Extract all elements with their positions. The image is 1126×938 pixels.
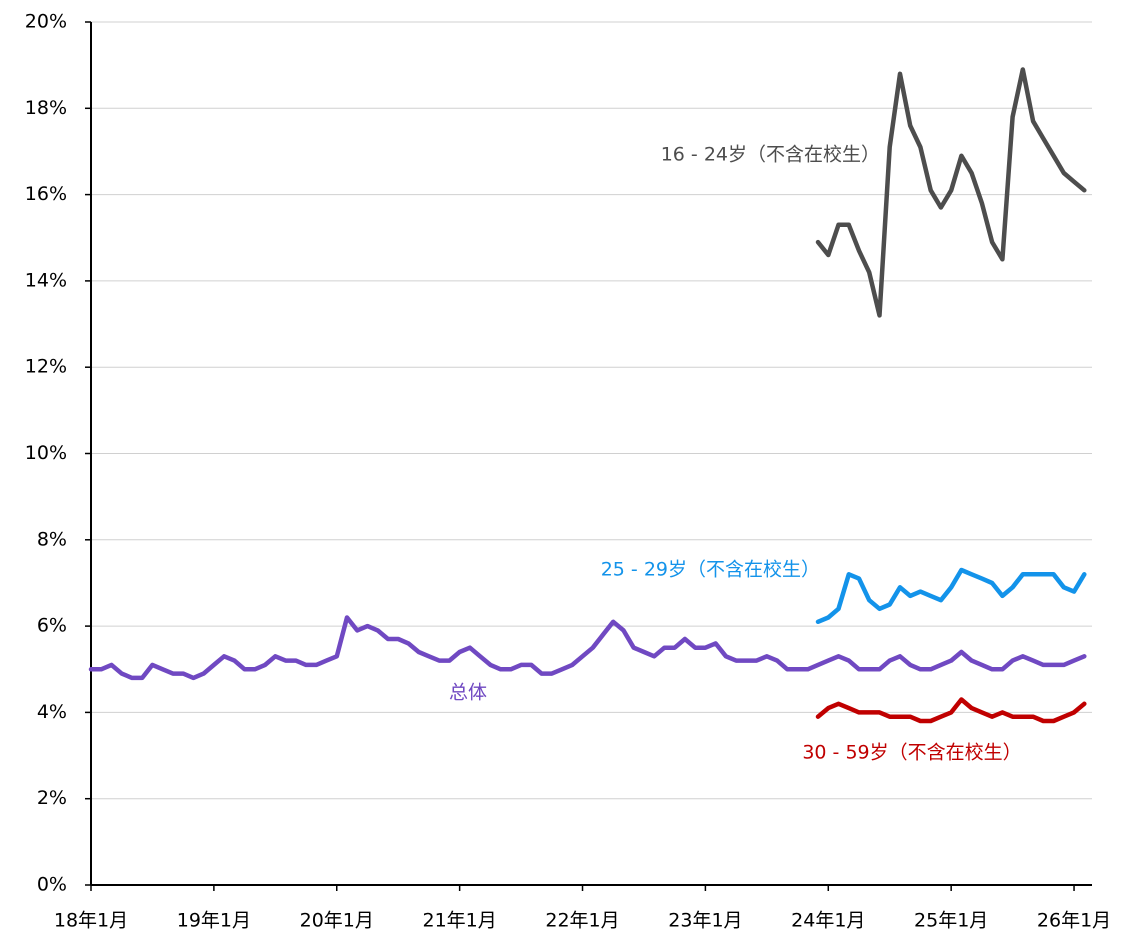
y-tick-label: 8% <box>37 528 67 550</box>
x-tick-label: 26年1月 <box>1037 910 1111 932</box>
x-tick-label: 24年1月 <box>791 910 865 932</box>
y-tick-label: 16% <box>25 183 67 205</box>
series-line <box>88 615 1087 681</box>
x-tick-label: 20年1月 <box>300 910 374 932</box>
series-line <box>815 567 1087 625</box>
y-tick-label: 20% <box>25 11 67 33</box>
y-tick-label: 10% <box>25 442 67 464</box>
y-tick-label: 2% <box>37 787 67 809</box>
series-label: 16 - 24岁（不含在校生） <box>661 144 880 166</box>
y-tick-label: 14% <box>25 269 67 291</box>
series-line <box>815 697 1087 724</box>
x-tick-label: 18年1月 <box>54 910 128 932</box>
y-tick-label: 6% <box>37 615 67 637</box>
series-label: 25 - 29岁（不含在校生） <box>601 559 820 581</box>
y-tick-label: 12% <box>25 356 67 378</box>
y-tick-label: 0% <box>37 874 67 896</box>
y-tick-label: 18% <box>25 97 67 119</box>
y-tick-label: 4% <box>37 701 67 723</box>
x-tick-label: 21年1月 <box>423 910 497 932</box>
x-tick-label: 19年1月 <box>177 910 251 932</box>
x-tick-label: 23年1月 <box>668 910 742 932</box>
series-line <box>815 67 1087 318</box>
series-label: 30 - 59岁（不含在校生） <box>802 742 1021 764</box>
x-tick-label: 25年1月 <box>914 910 988 932</box>
x-tick-label: 22年1月 <box>545 910 619 932</box>
series-label: 总体 <box>449 682 487 704</box>
